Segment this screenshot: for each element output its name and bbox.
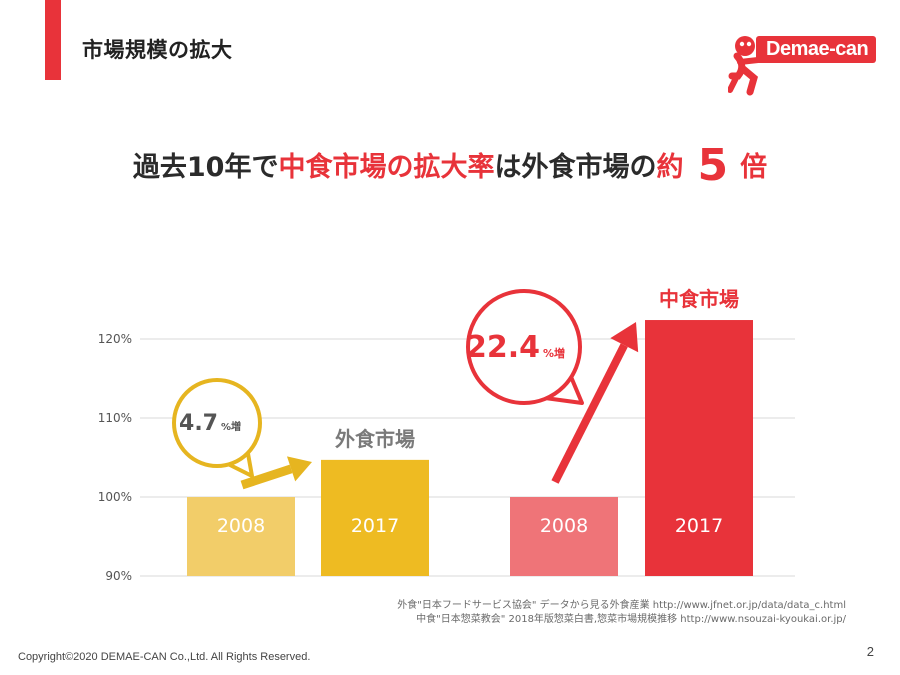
bar-year-label: 2008 — [540, 515, 588, 537]
bar — [187, 497, 295, 576]
slide-title: 市場規模の拡大 — [82, 38, 233, 62]
y-tick-label: 120% — [98, 332, 132, 346]
bar-year-label: 2008 — [217, 515, 265, 537]
callout-value: 4.7 — [179, 411, 218, 436]
y-tick-label: 100% — [98, 490, 132, 504]
source-line-2: 中食"日本惣菜教会" 2018年版惣菜白書,惣菜市場規模推移 http://ww… — [416, 614, 846, 625]
callout-bubble — [466, 289, 582, 405]
headline-part5: 倍 — [740, 152, 768, 183]
headline-multiplier: 5 — [697, 140, 729, 191]
callout-unit: %増 — [221, 420, 241, 433]
group-label: 外食市場 — [335, 427, 415, 451]
demae-can-logo: Demae-can — [728, 32, 878, 98]
sources: 外食"日本フードサービス協会" データから見る外食産業 http://www.j… — [397, 599, 846, 627]
headline-part4: 約 — [656, 152, 684, 183]
copyright: Copyright©2020 DEMAE-CAN Co.,Ltd. All Ri… — [18, 651, 311, 663]
headline-part1: 過去10年で — [132, 152, 279, 183]
callout-value: 22.4 — [466, 330, 540, 365]
logo-text: Demae-can — [756, 36, 877, 63]
growth-arrow-head — [286, 456, 312, 482]
bar — [645, 320, 753, 576]
callout-bubble — [172, 378, 262, 468]
page-number: 2 — [866, 644, 874, 659]
headline: 過去10年で中食市場の拡大率は外食市場の約 5 倍 — [0, 140, 900, 191]
bar-year-label: 2017 — [351, 515, 399, 537]
title-accent-bar — [45, 0, 61, 80]
headline-part3: は外食市場の — [494, 152, 657, 183]
bar-year-label: 2017 — [675, 515, 723, 537]
growth-arrow-shaft — [240, 464, 293, 490]
group-label: 中食市場 — [659, 287, 739, 311]
y-tick-label: 90% — [105, 569, 132, 583]
y-tick-label: 110% — [98, 411, 132, 425]
bar — [321, 459, 429, 576]
bar — [510, 497, 618, 576]
callout-unit: %増 — [543, 346, 565, 360]
growth-arrow-head — [610, 322, 639, 353]
growth-arrow-shaft — [551, 343, 628, 484]
runner-mascot-icon — [728, 36, 761, 96]
source-line-1: 外食"日本フードサービス協会" データから見る外食産業 http://www.j… — [397, 600, 846, 611]
headline-part2: 中食市場の拡大率 — [278, 152, 495, 183]
